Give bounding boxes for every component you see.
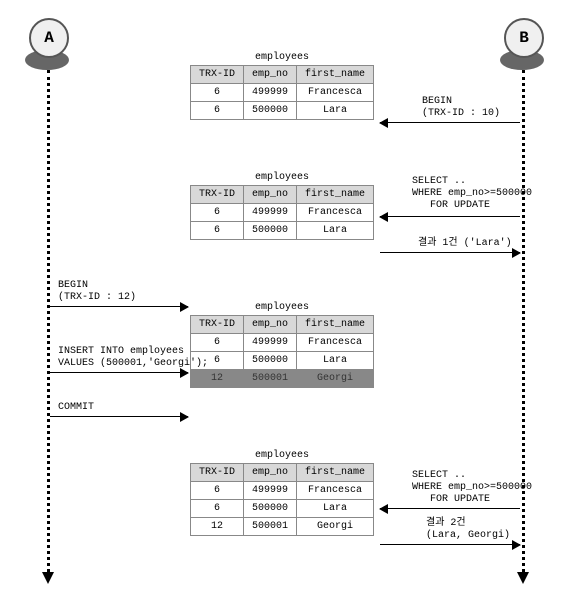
arrow-right <box>380 544 520 545</box>
timeline-a-arrowhead <box>42 572 54 584</box>
table-cell: Lara <box>297 352 374 370</box>
arrow-right <box>380 252 520 253</box>
table-cell: 500001 <box>244 518 297 536</box>
column-header: emp_no <box>244 316 297 334</box>
table-cell: Francesca <box>297 204 374 222</box>
table-row: 6499999Francesca <box>191 482 374 500</box>
table-cell: 6 <box>191 84 244 102</box>
action-a-commit: COMMIT <box>58 402 94 414</box>
action-a-insert: INSERT INTO employees VALUES (500001,'Ge… <box>58 346 208 370</box>
arrow-left <box>380 508 520 509</box>
table-cell: 499999 <box>244 84 297 102</box>
column-header: TRX-ID <box>191 186 244 204</box>
employees-table-state-4: employeesTRX-IDemp_nofirst_name6499999Fr… <box>190 450 374 536</box>
table: TRX-IDemp_nofirst_name6499999Francesca65… <box>190 463 374 536</box>
table-cell: 6 <box>191 204 244 222</box>
column-header: TRX-ID <box>191 66 244 84</box>
table-cell: 6 <box>191 222 244 240</box>
action-b-result1: 결과 1건 ('Lara') <box>418 238 512 250</box>
user-a-label: A <box>44 29 54 47</box>
table-cell: Francesca <box>297 482 374 500</box>
table-title: employees <box>190 172 374 183</box>
table-row: 12500001Georgi <box>191 370 374 388</box>
timeline-b-arrowhead <box>517 572 529 584</box>
table-title: employees <box>190 450 374 461</box>
user-b-badge: B <box>504 18 544 58</box>
action-b-result2: 결과 2건 (Lara, Georgi) <box>426 518 510 542</box>
employees-table-state-1: employeesTRX-IDemp_nofirst_name6499999Fr… <box>190 52 374 120</box>
table-cell: Francesca <box>297 334 374 352</box>
action-b-select1: SELECT .. WHERE emp_no>=500000 FOR UPDAT… <box>412 176 532 212</box>
table-row: 6499999Francesca <box>191 84 374 102</box>
table-row: 6499999Francesca <box>191 334 374 352</box>
user-b-label: B <box>519 29 529 47</box>
table-cell: Georgi <box>297 518 374 536</box>
table-cell: 499999 <box>244 482 297 500</box>
table-cell: Georgi <box>297 370 374 388</box>
table-cell: Lara <box>297 222 374 240</box>
employees-table-state-2: employeesTRX-IDemp_nofirst_name6499999Fr… <box>190 172 374 240</box>
column-header: emp_no <box>244 464 297 482</box>
table-cell: 6 <box>191 500 244 518</box>
table-cell: 6 <box>191 482 244 500</box>
arrow-right <box>50 416 188 417</box>
table-cell: 499999 <box>244 334 297 352</box>
table: TRX-IDemp_nofirst_name6499999Francesca65… <box>190 185 374 240</box>
action-a-begin: BEGIN (TRX-ID : 12) <box>58 280 136 304</box>
table-row: 6500000Lara <box>191 352 374 370</box>
arrow-right <box>50 306 188 307</box>
column-header: TRX-ID <box>191 464 244 482</box>
arrow-left <box>380 122 520 123</box>
column-header: first_name <box>297 186 374 204</box>
table-cell: 500000 <box>244 500 297 518</box>
arrow-right <box>50 372 188 373</box>
column-header: first_name <box>297 66 374 84</box>
table-row: 6500000Lara <box>191 222 374 240</box>
table-cell: 500000 <box>244 222 297 240</box>
table: TRX-IDemp_nofirst_name6499999Francesca65… <box>190 65 374 120</box>
table-title: employees <box>190 302 374 313</box>
employees-table-state-3: employees TRX-IDemp_nofirst_name6499999Fr… <box>190 302 374 388</box>
table-cell: 12 <box>191 518 244 536</box>
table-title: employees <box>190 52 374 63</box>
table: TRX-IDemp_nofirst_name6499999Francesca65… <box>190 315 374 388</box>
table-cell: Francesca <box>297 84 374 102</box>
column-header: emp_no <box>244 186 297 204</box>
table-cell: 6 <box>191 102 244 120</box>
action-b-begin: BEGIN (TRX-ID : 10) <box>422 96 500 120</box>
timeline-a <box>47 70 50 572</box>
table-cell: 500000 <box>244 352 297 370</box>
table-cell: 500001 <box>244 370 297 388</box>
table-row: 6500000Lara <box>191 102 374 120</box>
table-row: 6499999Francesca <box>191 204 374 222</box>
table-cell: 499999 <box>244 204 297 222</box>
arrow-left <box>380 216 520 217</box>
table-row: 6500000Lara <box>191 500 374 518</box>
user-a-badge: A <box>29 18 69 58</box>
action-b-select2: SELECT .. WHERE emp_no>=500000 FOR UPDAT… <box>412 470 532 506</box>
column-header: TRX-ID <box>191 316 244 334</box>
column-header: emp_no <box>244 66 297 84</box>
table-cell: Lara <box>297 102 374 120</box>
table-cell: Lara <box>297 500 374 518</box>
column-header: first_name <box>297 316 374 334</box>
table-cell: 500000 <box>244 102 297 120</box>
column-header: first_name <box>297 464 374 482</box>
table-cell: 12 <box>191 370 244 388</box>
table-row: 12500001Georgi <box>191 518 374 536</box>
